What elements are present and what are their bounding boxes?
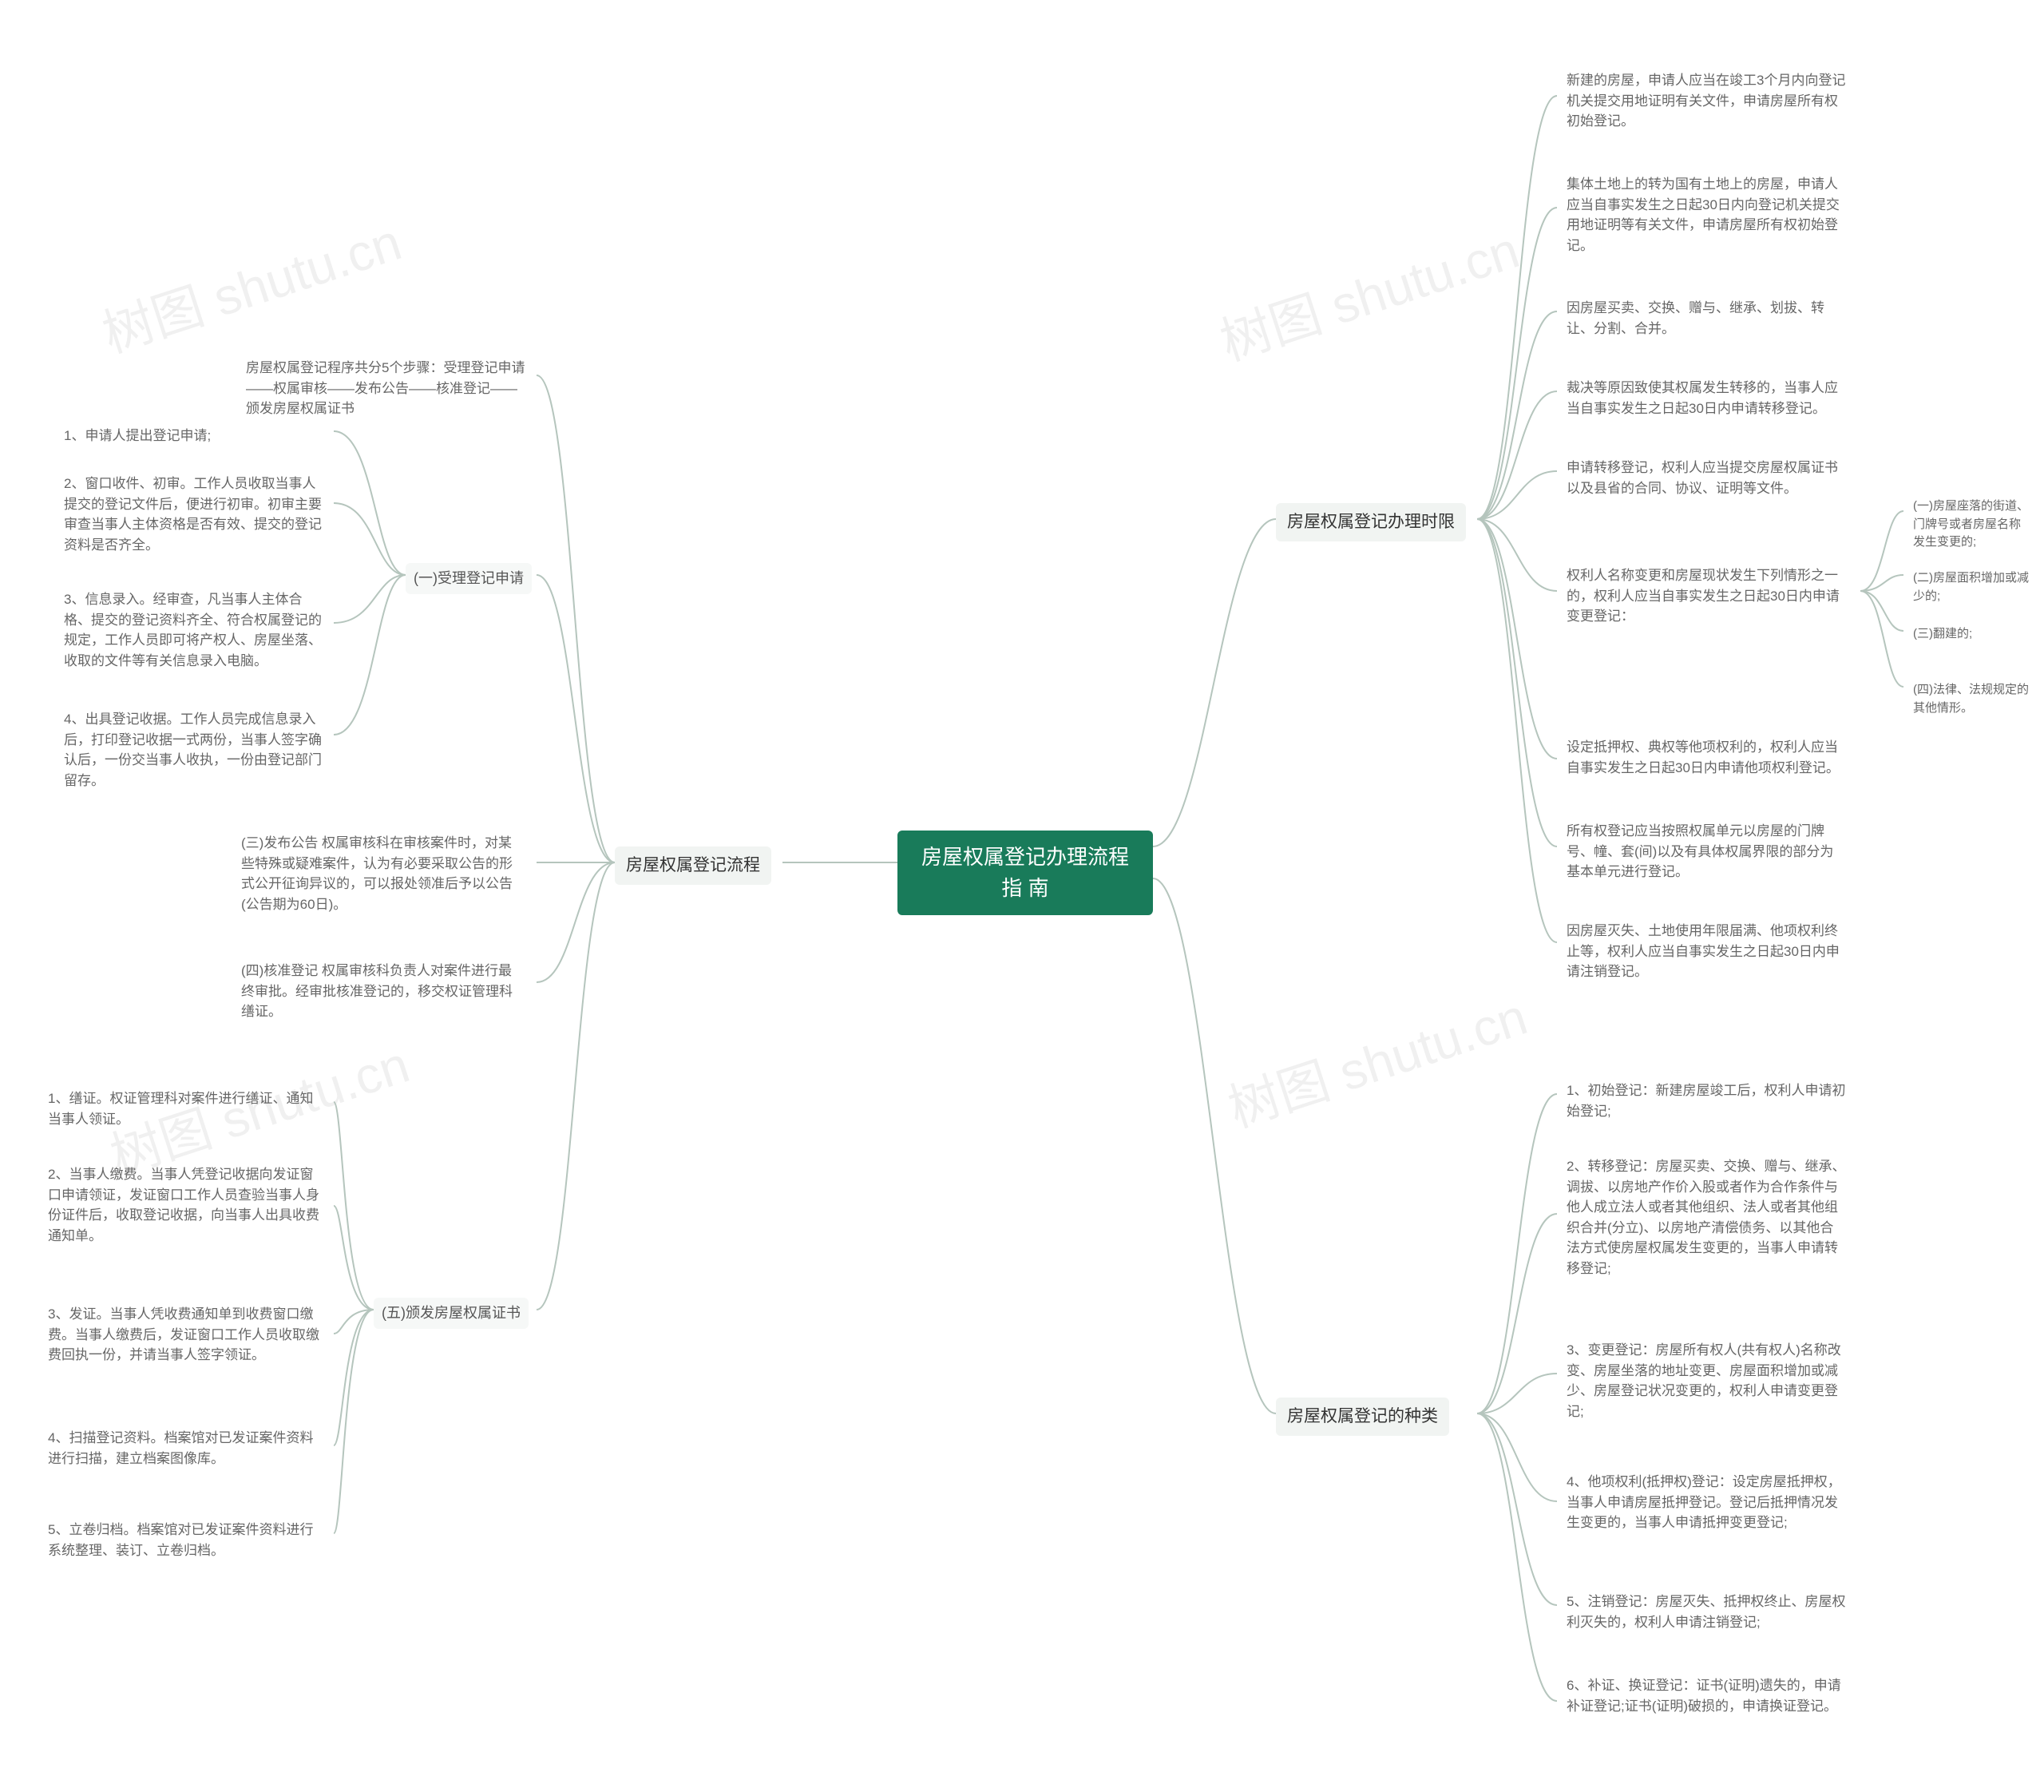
accept-item-2: 2、窗口收件、初审。工作人员收取当事人提交的登记文件后，便进行初审。初审主要审查… [54, 467, 334, 561]
type-item-6: 6、补证、换证登记：证书(证明)遗失的，申请补证登记;证书(证明)破损的，申请换… [1557, 1669, 1856, 1723]
cert-item-4: 4、扫描登记资料。档案馆对已发证案件资料进行扫描，建立档案图像库。 [38, 1421, 334, 1475]
sub-accept: (一)受理登记申请 [406, 563, 532, 594]
timelimit-item-8: 因房屋灭失、土地使用年限届满、他项权利终止等，权利人应当自事实发生之日起30日内… [1557, 914, 1856, 989]
type-item-4: 4、他项权利(抵押权)登记：设定房屋抵押权，当事人申请房屋抵押登记。登记后抵押情… [1557, 1465, 1856, 1540]
process-announce: (三)发布公告 权属审核科在审核案件时，对某些特殊或疑难案件，认为有必要采取公告… [232, 827, 535, 921]
cert-item-5: 5、立卷归档。档案馆对已发证案件资料进行系统整理、装订、立卷归档。 [38, 1513, 334, 1567]
change-sub-4: (四)法律、法规规定的其他情形。 [1903, 675, 2039, 724]
accept-item-1: 1、申请人提出登记申请; [54, 419, 334, 453]
timelimit-item-1: 新建的房屋，申请人应当在竣工3个月内向登记机关提交用地证明有关文件，申请房屋所有… [1557, 64, 1856, 138]
cert-item-2: 2、当事人缴费。当事人凭登记收据向发证窗口申请领证，发证窗口工作人员查验当事人身… [38, 1158, 334, 1252]
type-item-1: 1、初始登记：新建房屋竣工后，权利人申请初始登记; [1557, 1074, 1856, 1128]
type-item-3: 3、变更登记：房屋所有权人(共有权人)名称改变、房屋坐落的地址变更、房屋面积增加… [1557, 1334, 1856, 1428]
sub-cert: (五)颁发房屋权属证书 [374, 1298, 529, 1329]
cert-item-3: 3、发证。当事人凭收费通知单到收费窗口缴费。当事人缴费后，发证窗口工作人员收取缴… [38, 1298, 334, 1372]
timelimit-item-7: 所有权登记应当按照权属单元以房屋的门牌号、幢、套(间)以及有具体权属界限的部分为… [1557, 815, 1856, 889]
accept-item-3: 3、信息录入。经审查，凡当事人主体合格、提交的登记资料齐全、符合权属登记的规定，… [54, 583, 334, 677]
branch-types: 房屋权属登记的种类 [1276, 1398, 1449, 1436]
type-item-2: 2、转移登记：房屋买卖、交换、赠与、继承、调拔、以房地产作价入股或者作为合作条件… [1557, 1150, 1856, 1285]
timelimit-item-4: 裁决等原因致使其权属发生转移的，当事人应当自事实发生之日起30日内申请转移登记。 [1557, 371, 1856, 425]
timelimit-item-2: 集体土地上的转为国有土地上的房屋，申请人应当自事实发生之日起30日内向登记机关提… [1557, 168, 1856, 262]
type-item-5: 5、注销登记：房屋灭失、抵押权终止、房屋权利灭失的，权利人申请注销登记; [1557, 1585, 1856, 1639]
root-node: 房屋权属登记办理流程指 南 [897, 831, 1153, 915]
watermark: 树图 shutu.cn [1218, 976, 1535, 1141]
process-intro: 房屋权属登记程序共分5个步骤：受理登记申请——权属审核——发布公告——核准登记—… [236, 351, 540, 426]
branch-process: 房屋权属登记流程 [615, 846, 771, 885]
process-approve: (四)核准登记 权属审核科负责人对案件进行最终审批。经审批核准登记的，移交权证管… [232, 954, 535, 1029]
timelimit-item-6: 设定抵押权、典权等他项权利的，权利人应当自事实发生之日起30日内申请他项权利登记… [1557, 731, 1856, 784]
change-sub-1: (一)房屋座落的街道、门牌号或者房屋名称发生变更的; [1903, 491, 2039, 558]
change-sub-3: (三)翻建的; [1903, 619, 2039, 650]
watermark: 树图 shutu.cn [1210, 209, 1527, 375]
branch-timelimit: 房屋权属登记办理时限 [1276, 503, 1466, 541]
timelimit-item-3: 因房屋买卖、交换、赠与、继承、划拔、转让、分割、合并。 [1557, 291, 1856, 345]
accept-item-4: 4、出具登记收据。工作人员完成信息录入后，打印登记收据一式两份，当事人签字确认后… [54, 703, 334, 797]
change-sub-2: (二)房屋面积增加或减少的; [1903, 563, 2039, 612]
cert-item-1: 1、缮证。权证管理科对案件进行缮证、通知当事人领证。 [38, 1082, 334, 1136]
change-intro: 权利人名称变更和房屋现状发生下列情形之一的，权利人应当自事实发生之日起30日内申… [1557, 559, 1856, 633]
watermark: 树图 shutu.cn [92, 201, 409, 367]
timelimit-item-5: 申请转移登记，权利人应当提交房屋权属证书以及县省的合同、协议、证明等文件。 [1557, 451, 1856, 505]
